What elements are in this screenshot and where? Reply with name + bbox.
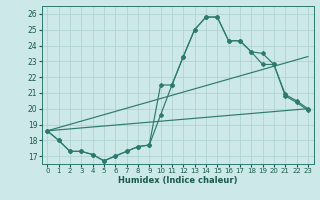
X-axis label: Humidex (Indice chaleur): Humidex (Indice chaleur) <box>118 176 237 185</box>
